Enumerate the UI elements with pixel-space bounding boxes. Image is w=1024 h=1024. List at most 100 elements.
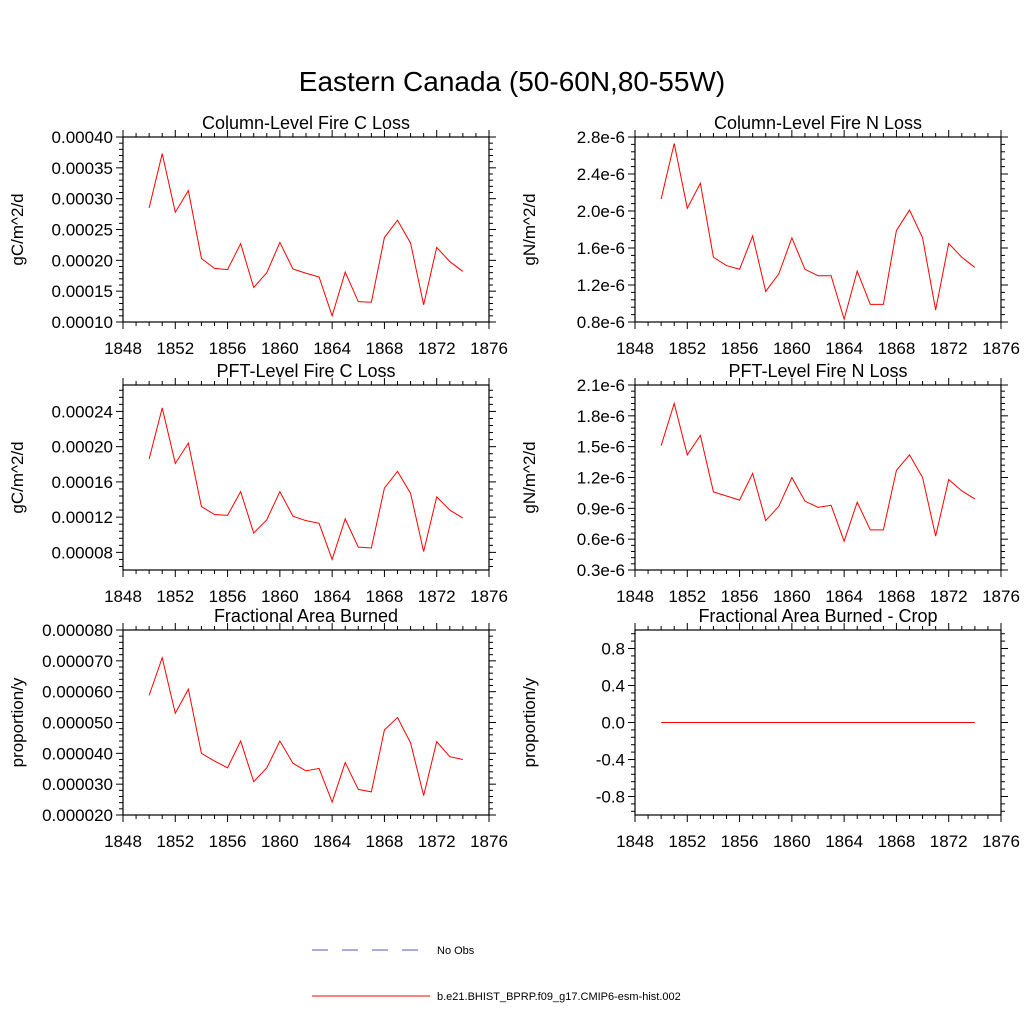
x-tick-label: 1868 [366,832,404,851]
y-tick-label: 0.00040 [52,128,113,147]
x-tick-label: 1868 [366,587,404,606]
y-tick-label: 2.4e-6 [577,165,625,184]
y-tick-label: 0.000070 [42,652,113,671]
y-tick-label: 0.00035 [52,159,113,178]
series-line [660,143,976,322]
figure-title: Eastern Canada (50-60N,80-55W) [299,66,725,97]
x-tick-label: 1848 [616,339,654,358]
x-tick-label: 1864 [313,339,351,358]
x-tick-label: 1864 [313,587,351,606]
y-axis-label: proportion/y [520,677,539,767]
y-axis-label: gN/m^2/d [520,193,539,265]
plot-frame [122,136,490,323]
x-tick-label: 1876 [470,339,508,358]
panel-4: PFT-Level Fire N Loss gN/m^2/d 1848 1852 185… [520,361,1020,606]
x-tick-label: 1852 [668,339,706,358]
series-line [660,401,976,543]
x-tick-label: 1860 [261,832,299,851]
y-tick-label: 1.8e-6 [577,407,625,426]
x-tick-label: 1876 [470,832,508,851]
x-tick-label: 1856 [721,339,759,358]
y-tick-label: 0.3e-6 [577,561,625,580]
x-tick-label: 1848 [616,832,654,851]
panel-6: Fractional Area Burned - Crop proportion/… [520,606,1020,851]
series-line [148,655,463,804]
x-tick-label: 1860 [773,339,811,358]
x-tick-label: 1876 [470,587,508,606]
y-tick-label: 0.9e-6 [577,499,625,518]
panel-title: Column-Level Fire C Loss [202,113,410,133]
y-tick-label: 0.000040 [42,744,113,763]
x-tick-label: 1868 [878,832,916,851]
plot-frame [634,136,1002,323]
panel-5: Fractional Area Burned proportion/y 1848 18… [8,606,508,851]
y-tick-label: 2.8e-6 [577,128,625,147]
x-tick-label: 1852 [668,832,706,851]
x-tick-label: 1852 [156,339,194,358]
y-tick-label: 0.00025 [52,221,113,240]
x-tick-label: 1856 [209,832,247,851]
y-tick-label: 0.4 [601,677,625,696]
y-tick-label: 0.00012 [52,508,113,527]
x-tick-label: 1848 [104,339,142,358]
y-tick-label: 0.8e-6 [577,313,625,332]
y-tick-label: 0.00015 [52,282,113,301]
x-tick-label: 1856 [721,832,759,851]
panel-title: Column-Level Fire N Loss [714,113,922,133]
y-axis-label: gN/m^2/d [520,441,539,513]
panel-1: Column-Level Fire C Loss gC/m^2/d 1848 1852… [8,113,508,358]
y-axis-label: proportion/y [8,677,27,767]
x-tick-label: 1852 [156,587,194,606]
x-tick-label: 1852 [668,587,706,606]
y-tick-label: 0.000020 [42,806,113,825]
y-tick-label: 0.00020 [52,438,113,457]
y-tick-label: -0.8 [596,788,625,807]
y-tick-label: 0.8 [601,640,625,659]
x-tick-label: 1872 [930,339,968,358]
panel-2: Column-Level Fire N Loss gN/m^2/d 1848 1852… [520,113,1020,358]
panel-title: Fractional Area Burned [214,606,398,626]
plot-frame [122,629,490,816]
y-tick-label: 0.000030 [42,775,113,794]
y-tick-label: 1.5e-6 [577,438,625,457]
plot-frame [634,384,1002,571]
y-tick-label: 1.2e-6 [577,469,625,488]
y-tick-label: 0.00024 [52,402,113,421]
x-tick-label: 1856 [209,339,247,358]
y-tick-label: 1.2e-6 [577,276,625,295]
y-tick-label: 0.00030 [52,190,113,209]
y-tick-label: 0.000060 [42,683,113,702]
y-tick-label: 0.6e-6 [577,530,625,549]
y-axis-label: gC/m^2/d [8,441,27,513]
plot-frame [122,384,490,571]
legend-series-label: b.e21.BHIST_BPRP.f09_g17.CMIP6-esm-hist.… [437,991,681,1003]
series-line [148,153,464,318]
y-tick-label: 0.00016 [52,473,113,492]
x-tick-label: 1868 [366,339,404,358]
x-tick-label: 1860 [261,587,299,606]
x-tick-label: 1864 [825,587,863,606]
y-tick-label: 0.000080 [42,621,113,640]
x-tick-label: 1876 [982,339,1020,358]
y-tick-label: 0.0 [601,714,625,733]
panel-3: PFT-Level Fire C Loss gC/m^2/d 1848 1852 185… [8,361,508,606]
x-tick-label: 1868 [878,587,916,606]
x-tick-label: 1872 [930,832,968,851]
x-tick-label: 1864 [313,832,351,851]
y-tick-label: 0.000050 [42,714,113,733]
x-tick-label: 1872 [418,587,456,606]
legend: No Obs b.e21.BHIST_BPRP.f09_g17.CMIP6-es… [312,945,681,1003]
legend-no-obs-label: No Obs [437,945,475,957]
x-tick-label: 1848 [104,587,142,606]
x-tick-label: 1856 [721,587,759,606]
panel-title: PFT-Level Fire N Loss [728,361,907,381]
x-tick-label: 1860 [773,832,811,851]
y-tick-label: -0.4 [596,751,625,770]
x-tick-label: 1860 [773,587,811,606]
panel-title: PFT-Level Fire C Loss [216,361,395,381]
x-tick-label: 1848 [616,587,654,606]
y-tick-label: 2.0e-6 [577,202,625,221]
x-tick-label: 1852 [156,832,194,851]
x-tick-label: 1864 [825,339,863,358]
